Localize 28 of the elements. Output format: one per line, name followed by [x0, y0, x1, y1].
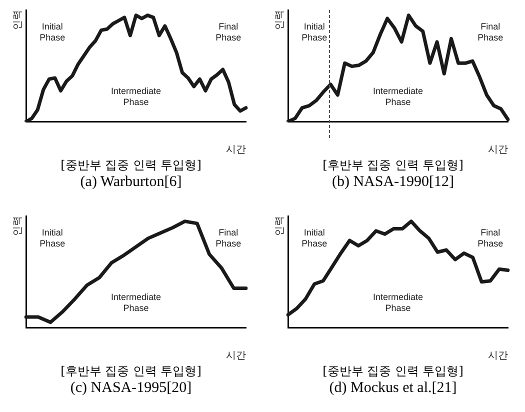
- text: [후반부 집중 인력 투입형]: [60, 364, 202, 379]
- text: [중반부 집중 인력 투입형]: [322, 364, 464, 379]
- text: (d) Mockus et al.[21]: [329, 379, 457, 398]
- annotation: Final Phase: [216, 21, 242, 42]
- annotation: Initial Phase: [40, 227, 66, 248]
- text: [후반부 집중 인력 투입형]: [322, 158, 464, 173]
- annotation: Final Phase: [216, 227, 242, 248]
- annotation: Initial Phase: [302, 227, 328, 248]
- y-axis-title: 인력: [274, 216, 286, 236]
- annotation: Initial Phase: [40, 21, 66, 42]
- annotation: Final Phase: [478, 227, 504, 248]
- annotation: Initial Phase: [302, 21, 328, 42]
- text: (c) NASA-1995[20]: [70, 379, 192, 398]
- annotation: Intermediate Phase: [110, 86, 162, 108]
- y-axis-title: 인력: [274, 10, 286, 30]
- annotation: Intermediate Phase: [372, 292, 424, 314]
- x-axis-title: 시간: [226, 144, 246, 156]
- x-axis-title: 시간: [226, 350, 246, 362]
- annotation: Intermediate Phase: [110, 292, 162, 314]
- text: [중반부 집중 인력 투입형]: [60, 158, 202, 173]
- x-axis-title: 시간: [488, 350, 508, 362]
- annotation: Intermediate Phase: [372, 86, 424, 108]
- text: (a) Warburton[6]: [80, 173, 182, 192]
- y-axis-title: 인력: [12, 216, 24, 236]
- y-axis-title: 인력: [12, 10, 24, 30]
- text: (b) NASA-1990[12]: [332, 173, 454, 192]
- x-axis-title: 시간: [488, 144, 508, 156]
- annotation: Final Phase: [478, 21, 504, 42]
